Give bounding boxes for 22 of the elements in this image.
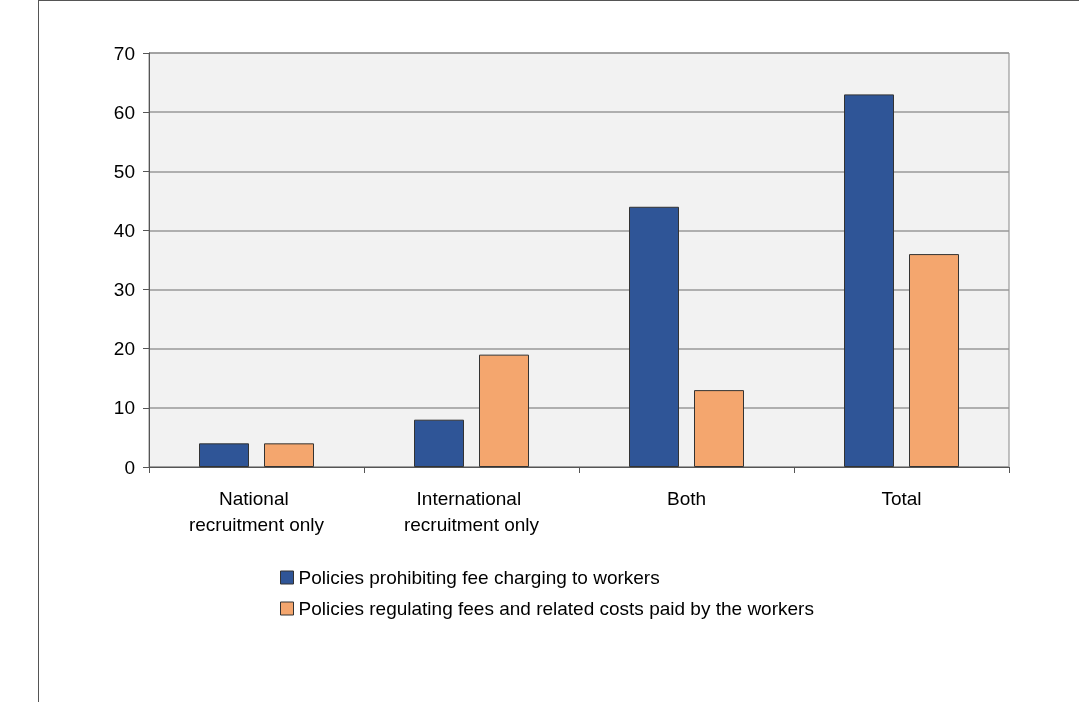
y-tick-label: 0 bbox=[124, 456, 135, 478]
y-tick-label: 60 bbox=[113, 101, 135, 123]
bar bbox=[844, 94, 894, 467]
x-tick-label: National recruitment only bbox=[188, 487, 325, 535]
y-tick-label: 30 bbox=[113, 279, 135, 301]
x-tick-label: Total bbox=[881, 487, 922, 509]
x-tick-label: Both bbox=[666, 487, 707, 509]
bar bbox=[199, 443, 249, 467]
y-tick-label: 40 bbox=[113, 219, 135, 241]
bar bbox=[694, 390, 744, 467]
bar bbox=[264, 443, 314, 467]
legend-label: Policies prohibiting fee charging to workers bbox=[298, 567, 660, 588]
bar bbox=[909, 254, 959, 467]
bar bbox=[479, 354, 529, 467]
bar bbox=[414, 419, 464, 467]
x-tick-label: International recruitment only bbox=[403, 487, 540, 535]
y-tick-label: 10 bbox=[113, 397, 135, 419]
y-tick-label: 50 bbox=[113, 160, 135, 182]
y-tick-label: 70 bbox=[113, 42, 135, 64]
bar bbox=[629, 206, 679, 467]
legend-label: Policies regulating fees and related costs paid by the workers bbox=[298, 598, 814, 619]
y-tick-label: 20 bbox=[113, 338, 135, 360]
